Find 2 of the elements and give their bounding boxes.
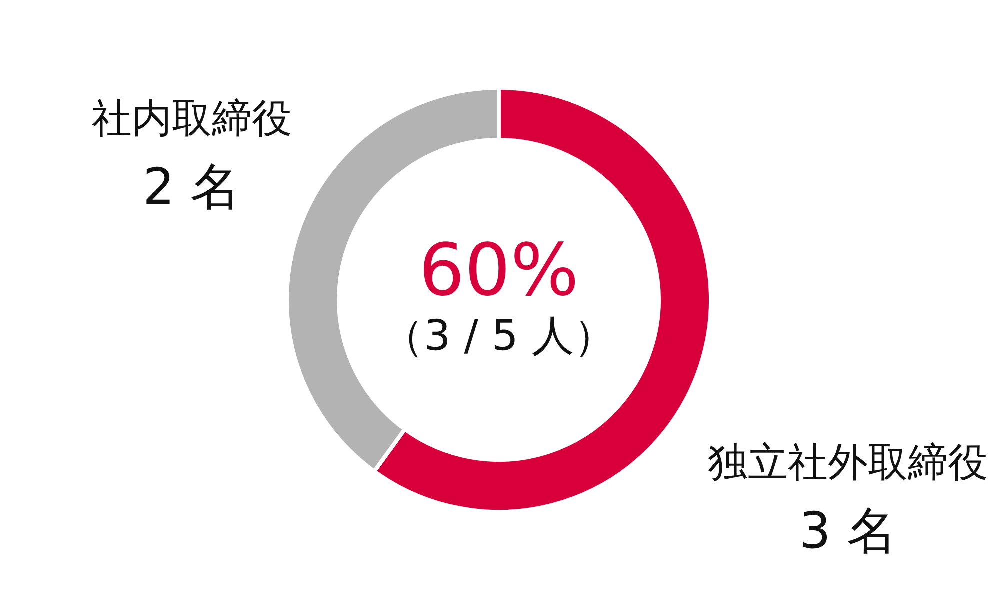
annotation: （3 / 5 人） [382,311,616,360]
annotation: 60% [418,228,580,312]
